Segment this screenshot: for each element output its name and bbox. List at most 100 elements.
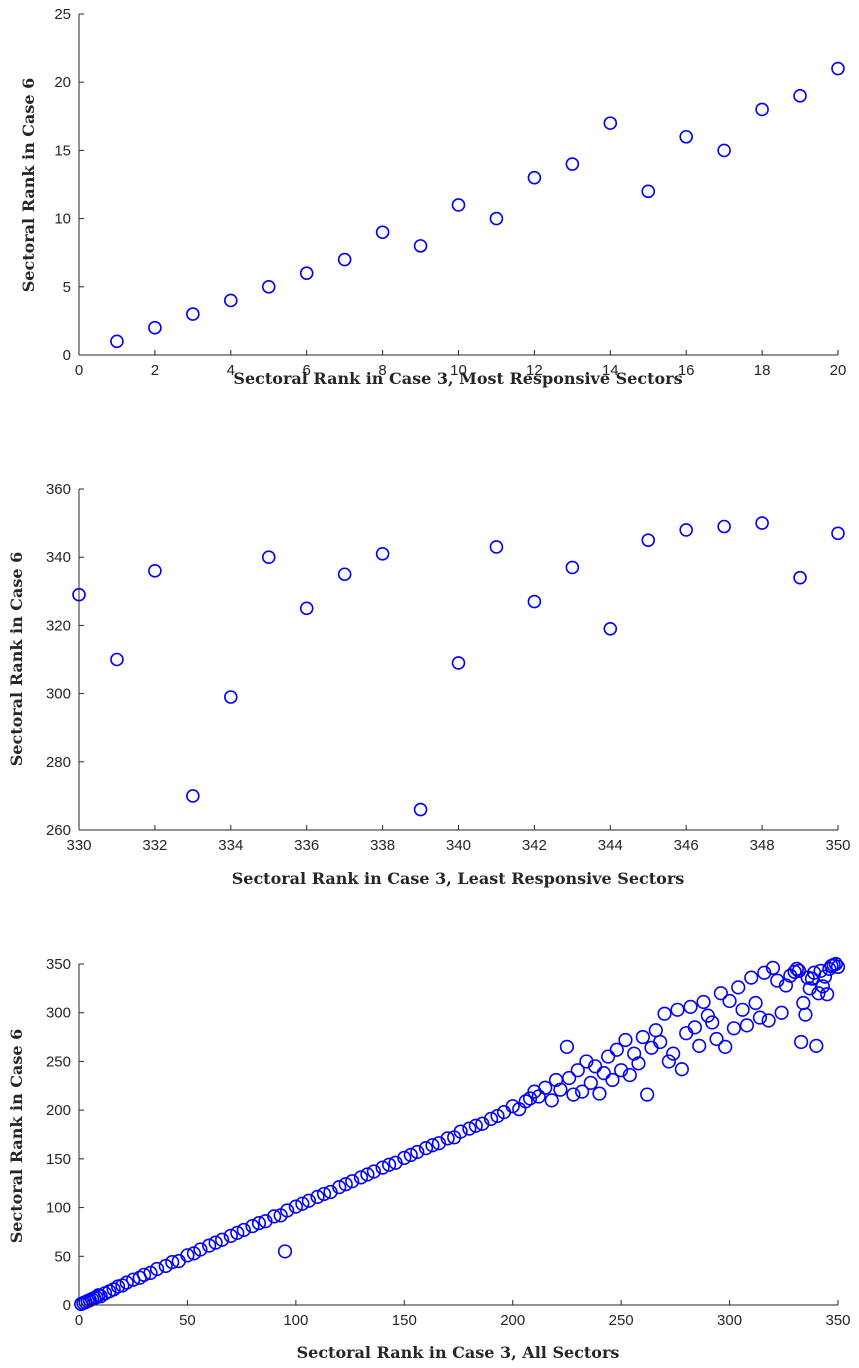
data-point-all-sectors (440, 1131, 455, 1146)
data-point-least-responsive (451, 656, 466, 670)
data-point-all-sectors (553, 1082, 568, 1097)
y-tick-label: 25 (54, 6, 71, 23)
x-tick-label: 350 (825, 837, 850, 854)
data-point-all-sectors (674, 1062, 689, 1077)
data-point-all-sectors (631, 1056, 646, 1071)
x-tick-label: 300 (717, 1312, 742, 1329)
data-point-all-sectors (136, 1267, 152, 1282)
data-point-all-sectors (596, 1066, 611, 1081)
data-point-all-sectors (295, 1196, 310, 1211)
data-point-all-sectors (149, 1261, 165, 1277)
data-point-most-responsive (793, 89, 807, 103)
data-point-all-sectors (683, 999, 698, 1014)
data-point-all-sectors (215, 1232, 230, 1247)
data-point-all-sectors (453, 1124, 468, 1139)
data-point-all-sectors (425, 1138, 440, 1153)
data-point-most-responsive (717, 143, 731, 158)
y-tick-label: 250 (46, 1053, 71, 1070)
x-tick-label: 340 (446, 837, 471, 854)
data-point-all-sectors (653, 1034, 668, 1050)
data-point-all-sectors (774, 1005, 789, 1020)
data-point-all-sectors (277, 1244, 293, 1259)
data-point-most-responsive (110, 334, 124, 349)
data-point-least-responsive (831, 526, 845, 541)
data-point-all-sectors (622, 1067, 637, 1083)
data-point-most-responsive (261, 279, 276, 294)
data-point-all-sectors (789, 961, 804, 976)
data-point-all-sectors (561, 1070, 577, 1086)
x-tick-label: 20 (830, 362, 847, 379)
x-tick-label: 10 (450, 362, 467, 379)
data-point-all-sectors (696, 994, 711, 1010)
data-point-all-sectors (202, 1238, 217, 1253)
y-tick-label: 280 (46, 754, 71, 771)
data-point-least-responsive (337, 567, 352, 582)
data-point-all-sectors (366, 1164, 382, 1179)
data-point-all-sectors (657, 1006, 672, 1021)
data-point-all-sectors (618, 1032, 633, 1048)
data-point-most-responsive (565, 157, 580, 171)
scatter-points-least-responsive (72, 516, 845, 817)
data-point-all-sectors (462, 1121, 477, 1136)
data-point-least-responsive (603, 622, 618, 636)
data-point-all-sectors (566, 1087, 581, 1102)
data-point-all-sectors (601, 1049, 616, 1064)
data-point-all-sectors (316, 1186, 332, 1202)
data-point-all-sectors (735, 1002, 750, 1017)
data-point-most-responsive (451, 198, 466, 212)
data-point-all-sectors (310, 1189, 325, 1204)
y-tick-label: 0 (63, 1297, 71, 1314)
data-point-most-responsive (375, 225, 390, 240)
x-tick-label: 150 (392, 1312, 417, 1329)
data-point-least-responsive (527, 594, 542, 609)
data-point-all-sectors (403, 1147, 418, 1163)
data-point-all-sectors (640, 1087, 655, 1102)
data-point-all-sectors (709, 1031, 724, 1047)
data-point-all-sectors (739, 1018, 755, 1033)
data-point-all-sectors (817, 969, 833, 984)
data-point-all-sectors (830, 959, 846, 975)
data-point-all-sectors (614, 1063, 629, 1078)
y-tick-label: 340 (46, 549, 71, 566)
data-point-all-sectors (544, 1093, 559, 1108)
data-point-all-sectors (605, 1072, 620, 1088)
x-tick-label: 350 (825, 1312, 850, 1329)
data-point-all-sectors (666, 1046, 681, 1061)
scatter-panel-most-responsive: 0 2 4 6 8 10 12 14 16 18 20 0 5 10 15 20 25 Sectoral Ran… (19, 6, 846, 388)
data-point-all-sectors (588, 1059, 603, 1074)
data-point-all-sectors (798, 1007, 813, 1022)
data-point-all-sectors (267, 1209, 282, 1224)
x-tick-label: 0 (75, 1312, 83, 1329)
data-point-all-sectors (815, 979, 830, 994)
data-point-all-sectors (559, 1039, 575, 1054)
data-point-least-responsive (375, 546, 390, 561)
data-point-all-sectors (791, 963, 807, 978)
data-point-all-sectors (180, 1248, 195, 1263)
y-axis-label-least-responsive: Sectoral Rank in Case 6 (7, 552, 26, 767)
x-tick-label: 14 (602, 362, 619, 379)
data-point-all-sectors (661, 1054, 676, 1069)
data-point-all-sectors (635, 1029, 650, 1045)
data-point-most-responsive (527, 170, 542, 185)
x-tick-label: 336 (294, 837, 319, 854)
data-point-all-sectors (338, 1177, 353, 1192)
data-point-most-responsive (148, 320, 162, 335)
y-axis-label-all-sectors: Sectoral Rank in Case 6 (7, 1029, 26, 1244)
y-tick-label: 320 (46, 617, 71, 634)
data-point-most-responsive (186, 307, 200, 321)
data-point-least-responsive (641, 533, 656, 547)
data-point-all-sectors (722, 993, 737, 1009)
data-point-all-sectors (752, 1010, 768, 1025)
data-point-all-sectors (575, 1084, 590, 1099)
data-point-all-sectors (323, 1184, 338, 1200)
data-point-all-sectors (360, 1167, 375, 1182)
data-point-all-sectors (770, 973, 785, 988)
x-tick-label: 8 (378, 362, 386, 379)
data-point-all-sectors (119, 1275, 134, 1290)
data-point-most-responsive (831, 61, 845, 76)
data-point-all-sectors (809, 1038, 824, 1053)
y-tick-label: 300 (46, 1005, 71, 1022)
data-point-all-sectors (820, 987, 835, 1002)
